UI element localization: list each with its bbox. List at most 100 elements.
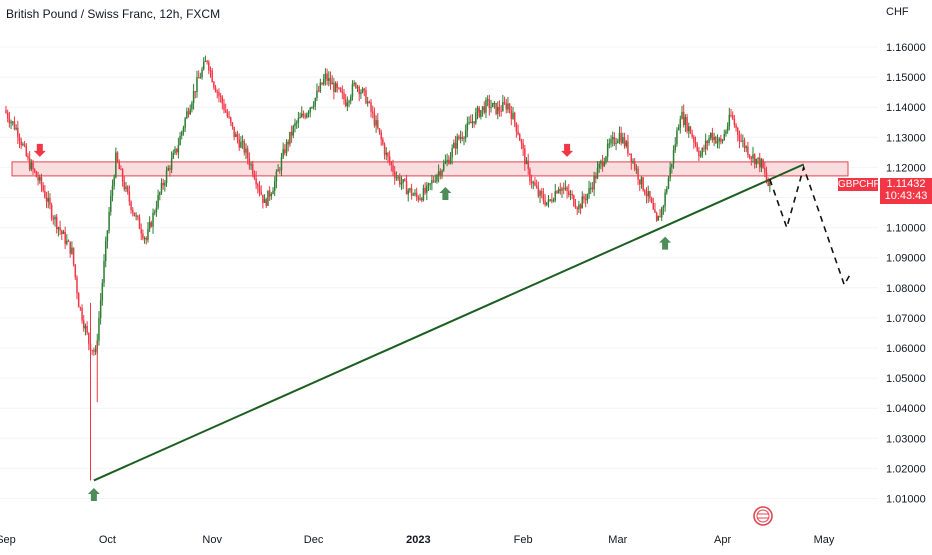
candle-body (267, 190, 269, 206)
candle-body (517, 131, 519, 135)
candle-body (302, 113, 305, 116)
candle-body (434, 181, 437, 183)
candle-body (299, 116, 301, 119)
candle-body (704, 140, 707, 150)
candle-body (294, 122, 296, 127)
candle-body (175, 148, 178, 153)
candle-body (311, 107, 313, 109)
candle-body (238, 139, 240, 148)
candle-body (446, 159, 448, 162)
candle-body (103, 261, 105, 283)
candle-body (674, 144, 676, 151)
candle-body (123, 181, 126, 190)
candle-body (439, 171, 442, 176)
candle-body (138, 217, 141, 229)
y-tick-label: 1.01000 (886, 494, 926, 506)
candle-body (564, 187, 567, 189)
candle-body (148, 222, 151, 229)
candle-body (444, 161, 447, 164)
candle-body (240, 141, 242, 148)
candle-body (436, 175, 438, 182)
up-arrow-icon[interactable] (659, 236, 672, 250)
candle-body (236, 134, 239, 140)
candle-body (539, 191, 541, 196)
candle-body (762, 159, 764, 168)
candle-body (54, 216, 56, 220)
candle-body (628, 153, 631, 155)
candle-body (248, 158, 251, 166)
candle-body (28, 158, 31, 170)
candle-body (18, 136, 21, 141)
candle-body (13, 121, 16, 130)
candle-body (725, 131, 727, 135)
candle-body (388, 156, 391, 163)
candle-body (627, 141, 629, 154)
candle-body (197, 77, 200, 79)
candle-body (481, 106, 484, 111)
candle-body (451, 147, 453, 158)
candle-body (453, 142, 455, 148)
candle-body (420, 198, 423, 201)
down-arrow-icon[interactable] (33, 143, 46, 157)
candle-body (304, 115, 306, 118)
candle-body (111, 186, 114, 196)
candle-body (50, 205, 53, 219)
candle-body (623, 137, 626, 147)
candle-body (681, 111, 683, 119)
support-trendline[interactable] (93, 163, 805, 482)
down-arrow-icon[interactable] (561, 143, 574, 157)
candle-body (378, 128, 381, 133)
candle-body (324, 73, 327, 79)
candle-body (393, 171, 396, 178)
candle-body (417, 196, 420, 200)
up-arrow-icon[interactable] (87, 487, 100, 501)
x-tick-label: Sep (0, 534, 16, 546)
candle-body (39, 176, 41, 181)
candle-body (165, 170, 168, 183)
candle-body (98, 317, 100, 341)
candle-body (344, 99, 347, 107)
candle-body (260, 191, 262, 195)
candle-body (71, 247, 73, 254)
projection-path[interactable] (769, 164, 852, 287)
candle-body (399, 176, 401, 185)
candle-body (664, 192, 666, 207)
candle-body (441, 170, 443, 176)
candle-body (525, 160, 528, 165)
candle-body (488, 99, 491, 109)
resistance-zone[interactable] (11, 161, 849, 177)
candle-body (468, 122, 470, 124)
y-tick-label: 1.09000 (886, 253, 926, 265)
candle-body (67, 240, 70, 242)
candle-body (630, 153, 633, 163)
candle-body (407, 190, 409, 195)
candle-body (486, 99, 489, 101)
candle-body (429, 183, 431, 185)
candle-body (426, 185, 428, 193)
candle-body (466, 123, 469, 131)
candle-body (581, 196, 584, 209)
candle-body (319, 82, 322, 92)
candle-body (382, 139, 384, 145)
candle-body (341, 91, 344, 94)
candle-body (454, 142, 457, 149)
candle-body (747, 146, 749, 156)
candle-body (711, 132, 714, 140)
candle-body (20, 140, 22, 146)
candle-body (731, 115, 734, 120)
candle-body (698, 150, 700, 156)
candle-body (603, 162, 606, 167)
candle-body (216, 91, 218, 93)
candle-body (632, 161, 634, 163)
candle-body (272, 190, 274, 195)
candle-body (422, 187, 425, 201)
y-tick-label: 1.04000 (886, 403, 926, 415)
candle-body (574, 205, 577, 208)
candle-body (371, 111, 374, 114)
x-tick-label: Nov (202, 534, 222, 546)
candle-body (556, 191, 558, 194)
candle-body (219, 95, 222, 98)
up-arrow-icon[interactable] (439, 186, 452, 200)
